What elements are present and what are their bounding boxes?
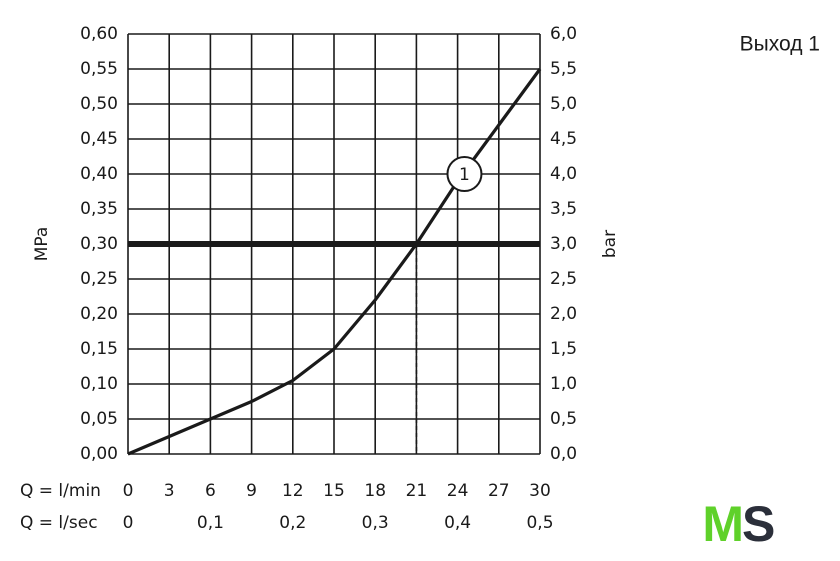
y2-axis-label: bar: [600, 230, 620, 258]
x2-tick-label: 0,4: [444, 513, 471, 533]
y-tick-label: 0,10: [80, 374, 118, 394]
x2-axis-label: Q = l/sec: [20, 513, 98, 533]
y-axis-label: MPa: [32, 227, 52, 262]
x-tick-label: 15: [323, 481, 345, 501]
logo-m: M: [702, 496, 744, 552]
annotation-label: 1: [459, 165, 470, 185]
y2-tick-label: 6,0: [550, 24, 577, 44]
y2-tick-label: 2,0: [550, 304, 577, 324]
y-tick-label: 0,15: [80, 339, 118, 359]
y-tick-label: 0,60: [80, 24, 118, 44]
y2-tick-label: 0,0: [550, 444, 577, 464]
x2-tick-label: 0: [123, 513, 134, 533]
x-tick-label: 30: [529, 481, 551, 501]
y2-tick-label: 4,5: [550, 129, 577, 149]
y-tick-label: 0,45: [80, 129, 118, 149]
y2-tick-label: 4,0: [550, 164, 577, 184]
x2-tick-label: 0,2: [279, 513, 306, 533]
y2-tick-label: 2,5: [550, 269, 577, 289]
y-tick-label: 0,05: [80, 409, 118, 429]
y2-tick-label: 3,0: [550, 234, 577, 254]
y-tick-label: 0,00: [80, 444, 118, 464]
x-tick-label: 27: [488, 481, 510, 501]
caption: Выход 1: [740, 33, 820, 56]
logo-s: S: [742, 496, 775, 552]
x-tick-label: 24: [447, 481, 469, 501]
x-axis-label: Q = l/min: [20, 481, 101, 501]
y2-tick-label: 3,5: [550, 199, 577, 219]
y2-tick-label: 0,5: [550, 409, 577, 429]
x-tick-label: 3: [164, 481, 175, 501]
x-tick-label: 6: [205, 481, 216, 501]
y2-tick-label: 5,0: [550, 94, 577, 114]
y-tick-label: 0,40: [80, 164, 118, 184]
y-tick-label: 0,35: [80, 199, 118, 219]
y-tick-label: 0,55: [80, 59, 118, 79]
y-tick-label: 0,50: [80, 94, 118, 114]
y2-tick-label: 1,0: [550, 374, 577, 394]
y-tick-label: 0,20: [80, 304, 118, 324]
y2-tick-label: 1,5: [550, 339, 577, 359]
x2-tick-label: 0,5: [526, 513, 553, 533]
x-tick-label: 9: [246, 481, 257, 501]
y2-tick-label: 5,5: [550, 59, 577, 79]
x2-tick-label: 0,3: [362, 513, 389, 533]
y-tick-label: 0,25: [80, 269, 118, 289]
y-tick-label: 0,30: [80, 234, 118, 254]
x-tick-label: 18: [364, 481, 386, 501]
x-tick-label: 0: [123, 481, 134, 501]
x-tick-label: 21: [406, 481, 428, 501]
x-tick-label: 12: [282, 481, 304, 501]
x2-tick-label: 0,1: [197, 513, 224, 533]
annotation-circle: [446, 156, 483, 192]
